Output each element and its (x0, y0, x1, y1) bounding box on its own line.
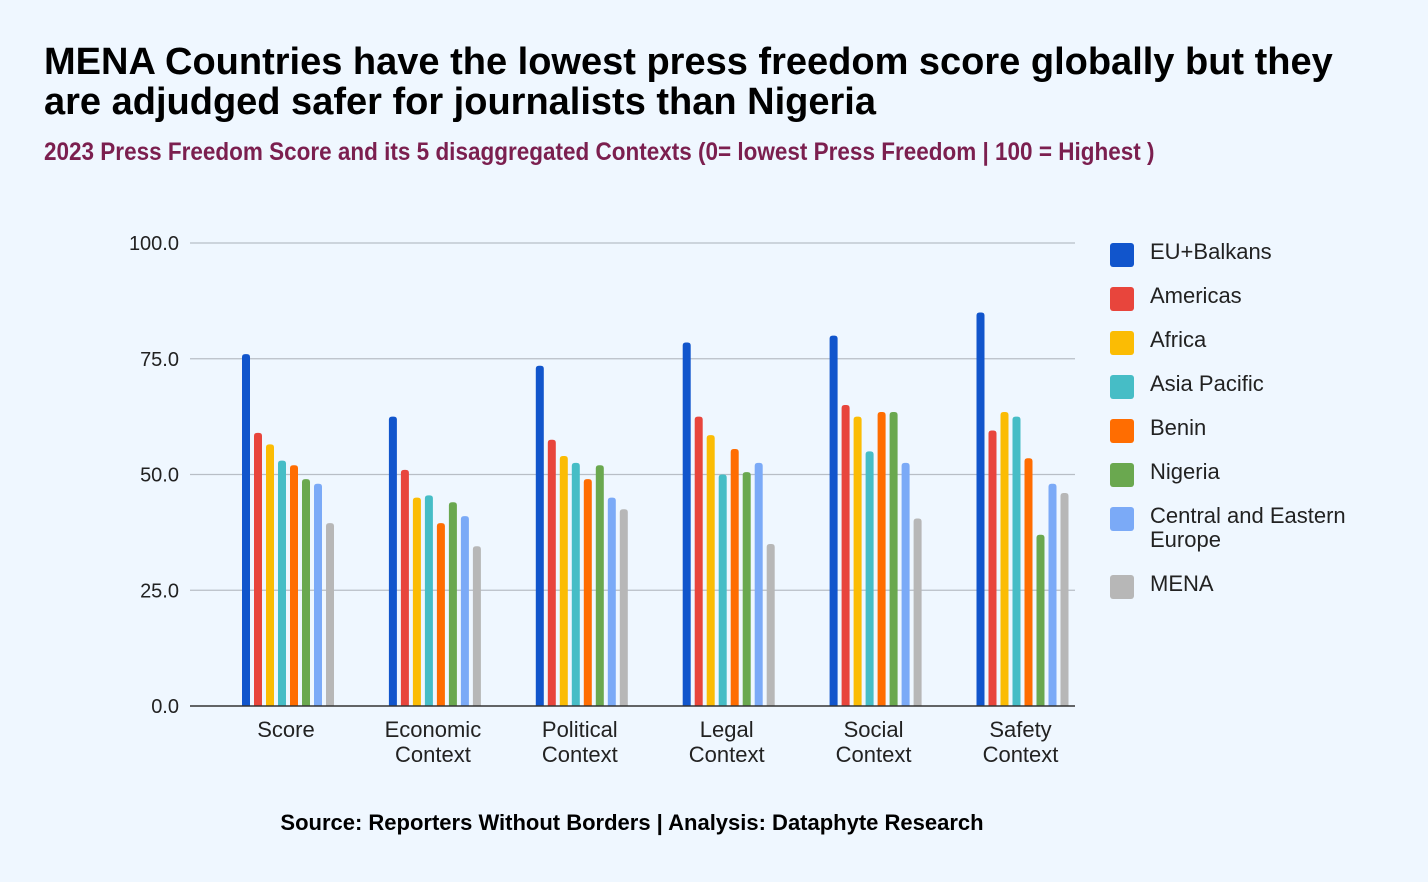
bar: Asia Pacific: 62.5 (1012, 416, 1021, 706)
legend-label: Asia Pacific (1150, 371, 1264, 396)
bar: EU+Balkans: 62.5 (388, 416, 397, 706)
bar: Benin: 52 (290, 465, 298, 706)
x-tick-label: Context (542, 742, 618, 767)
bar: MENA: 34.5 (472, 546, 481, 706)
x-tick-label: Context (983, 742, 1059, 767)
legend-swatch (1110, 243, 1134, 267)
legend-label: Americas (1150, 283, 1242, 308)
bar: Africa: 62.5 (853, 416, 862, 706)
bar: Nigeria: 44 (448, 502, 457, 706)
bar: Asia Pacific: 53 (278, 460, 286, 706)
y-tick-label: 75.0 (140, 349, 179, 371)
bar: Africa: 54 (559, 455, 568, 706)
bar: Americas: 51 (400, 469, 409, 706)
x-tick-label: Context (836, 742, 912, 767)
legend-label: Africa (1150, 327, 1207, 352)
x-tick-label: Context (395, 742, 471, 767)
legend-item: Americas (1110, 284, 1390, 311)
bar: Nigeria: 49 (302, 479, 310, 706)
bar: MENA: 39.5 (326, 523, 334, 706)
legend-item: MENA (1110, 572, 1390, 599)
y-tick-label: 25.0 (140, 580, 179, 602)
bar: Benin: 55.5 (730, 449, 739, 706)
legend-label: Benin (1150, 415, 1207, 440)
source-note: Source: Reporters Without Borders | Anal… (280, 810, 984, 835)
bar: Central and Eastern Europe: 52.5 (901, 462, 910, 706)
legend-label: Central and Eastern Europe (1150, 503, 1346, 552)
y-tick-label: 0.0 (151, 696, 179, 718)
y-tick-label: 50.0 (140, 465, 179, 487)
bars: EU+Balkans: 76 Americas: 59 Africa: 56.5 As… (242, 312, 1069, 706)
legend-item: EU+Balkans (1110, 240, 1390, 267)
bar: MENA: 35 (766, 543, 775, 706)
legend-label: MENA (1150, 571, 1214, 596)
x-tick-label: Safety (989, 717, 1051, 742)
bar: EU+Balkans: 78.5 (682, 342, 691, 706)
legend-swatch (1110, 507, 1134, 531)
bar: Central and Eastern Europe: 48 (314, 483, 322, 706)
x-tick-label: Political (542, 717, 618, 742)
bar: Americas: 57.5 (547, 439, 556, 706)
x-axis-ticks: Score EconomicContextPoliticalContextLega… (257, 717, 1058, 767)
bar: Central and Eastern Europe: 45 (607, 497, 616, 706)
chart-title: MENA Countries have the lowest press fre… (44, 41, 1333, 123)
bar: Benin: 53.5 (1024, 458, 1033, 706)
x-tick-label: Legal (700, 717, 754, 742)
bar: Central and Eastern Europe: 52.5 (754, 462, 763, 706)
bar: Americas: 62.5 (694, 416, 703, 706)
legend-swatch (1110, 575, 1134, 599)
bar: EU+Balkans: 80 (829, 335, 838, 706)
bar: Americas: 65 (841, 405, 850, 706)
bar: Nigeria: 52 (595, 465, 604, 706)
bar: Benin: 63.5 (877, 411, 886, 706)
bar: Nigeria: 37 (1036, 534, 1045, 706)
bar: Nigeria: 50.5 (742, 472, 751, 706)
legend-item: Nigeria (1110, 460, 1390, 487)
bar: Americas: 59.5 (988, 430, 997, 706)
bar: Africa: 56.5 (266, 444, 274, 706)
bar: Africa: 63.5 (1000, 411, 1009, 706)
x-tick-label: Context (689, 742, 765, 767)
bar: MENA: 40.5 (913, 518, 922, 706)
bar: Benin: 39.5 (436, 523, 445, 706)
chart-subtitle: 2023 Press Freedom Score and its 5 disag… (44, 138, 1155, 166)
bar: Asia Pacific: 50 (718, 474, 727, 706)
legend-swatch (1110, 287, 1134, 311)
bar: Asia Pacific: 52.5 (571, 462, 580, 706)
bar: EU+Balkans: 73.5 (535, 365, 544, 706)
x-tick-label: Social (844, 717, 904, 742)
bar: Asia Pacific: 55 (865, 451, 874, 706)
gridlines (190, 242, 1075, 591)
legend-item: Asia Pacific (1110, 372, 1390, 399)
legend-item: Benin (1110, 416, 1390, 443)
legend-item: Central and Eastern Europe (1110, 504, 1390, 552)
bar: Asia Pacific: 45.5 (424, 495, 433, 706)
legend-swatch (1110, 419, 1134, 443)
bar: Benin: 49 (583, 479, 592, 706)
x-tick-label: Score (257, 717, 314, 742)
legend-label: Nigeria (1150, 459, 1220, 484)
bar: Africa: 58.5 (706, 435, 715, 706)
bar: Americas: 59 (254, 432, 262, 706)
bar: EU+Balkans: 76 (242, 354, 250, 706)
bar: EU+Balkans: 85 (976, 312, 985, 706)
bar: MENA: 46 (1060, 493, 1069, 706)
x-tick-label: Economic (385, 717, 482, 742)
legend-swatch (1110, 463, 1134, 487)
y-tick-label: 100.0 (129, 233, 179, 255)
bar: Nigeria: 63.5 (889, 411, 898, 706)
y-axis-ticks: 0.0 25.0 50.0 75.0 100.0 (129, 233, 179, 718)
bar: Central and Eastern Europe: 41 (460, 516, 469, 706)
legend-item: Africa (1110, 328, 1390, 355)
legend-label: EU+Balkans (1150, 239, 1272, 264)
legend-swatch (1110, 331, 1134, 355)
legend-swatch (1110, 375, 1134, 399)
bar: Africa: 45 (412, 497, 421, 706)
bar: MENA: 42.5 (619, 509, 628, 706)
bar: Central and Eastern Europe: 48 (1048, 483, 1057, 706)
